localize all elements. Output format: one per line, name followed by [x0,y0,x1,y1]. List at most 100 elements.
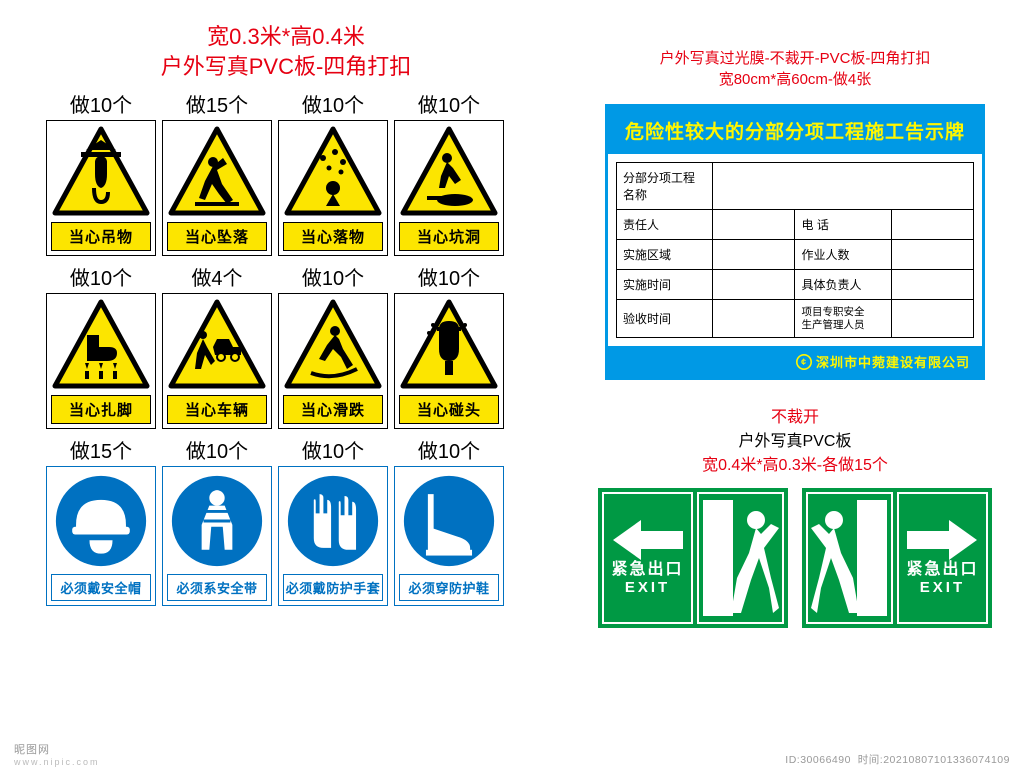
cell: 责任人 [617,210,713,240]
sign-qty: 做10个 [394,435,504,464]
warning-label: 当心车辆 [167,395,267,424]
warning-triangle-icon [167,125,267,219]
cell [891,270,973,300]
warning-sign: 当心落物 [278,120,388,256]
sign-cell: 做10个 当心碰头 [394,262,504,429]
sign-qty: 做15个 [46,435,156,464]
sign-cell: 做10个 当心吊物 [46,89,156,256]
cell [713,270,795,300]
info-board-table: 分部分项工程名称责任人 电 话实施区域 作业人数实施时间 具体负责人验收时间 项目专职安… [616,162,974,338]
sign-cell: 做10个 必须戴防护手套 [278,435,388,606]
info-board: 危险性较大的分部分项工程施工告示牌 分部分项工程名称责任人 电 话实施区域 作业人数… [605,104,985,380]
exit-right-arrow-panel: 紧急出口 EXIT [897,492,988,624]
table-row: 实施时间 具体负责人 [617,270,974,300]
cell: 具体负责人 [795,270,891,300]
warning-sign: 当心碰头 [394,293,504,429]
exit-t2: 户外写真PVC板 [595,430,995,454]
sign-cell: 做10个 必须系安全带 [162,435,272,606]
cell: 验收时间 [617,300,713,338]
cell [713,210,795,240]
info-board-footer: ¢深圳市中菀建设有限公司 [608,346,982,377]
left-title-dim: 宽0.3米*高0.4米 [46,22,526,52]
exit-cn: 紧急出口 [612,560,684,579]
arrow-left-icon [613,520,683,560]
mandatory-sign: 必须系安全带 [162,466,272,606]
warning-sign: 当心滑跌 [278,293,388,429]
cell: 电 话 [795,210,891,240]
sign-grid: 做10个 当心吊物 做15个 当心坠落 做10个 当心落物 做10个 [46,89,526,606]
watermark-id: ID:30066490 [785,754,851,766]
sign-cell: 做10个 当心扎脚 [46,262,156,429]
table-row: 分部分项工程名称 [617,163,974,210]
exit-left-figure-panel [697,492,784,624]
left-title: 宽0.3米*高0.4米 户外写真PVC板-四角打扣 [46,22,526,81]
mandatory-sign: 必须穿防护鞋 [394,466,504,606]
exit-sign-left: 紧急出口 EXIT [598,488,788,628]
cell [713,163,974,210]
warning-triangle-icon [167,298,267,392]
mandatory-label: 必须戴防护手套 [283,574,383,601]
watermark-time: 时间:20210807101336074109 [858,754,1010,766]
company-logo-icon: ¢ [796,354,812,370]
exit-en: EXIT [625,579,670,596]
sign-qty: 做10个 [162,435,272,464]
svg-text:¢: ¢ [801,357,807,367]
mandatory-label: 必须穿防护鞋 [399,574,499,601]
warning-label: 当心坠落 [167,222,267,251]
watermark-site: 昵图网 [14,744,50,756]
cell [713,240,795,270]
arrow-right-icon [907,520,977,560]
board-title-l1: 户外写真过光膜-不裁开-PVC板-四角打扣 [595,48,995,69]
watermark-url: www.nipic.com [14,757,100,767]
cell [713,300,795,338]
watermark-bottom-right: ID:30066490 时间:20210807101336074109 [785,752,1010,767]
cell: 实施区域 [617,240,713,270]
exit-t1: 不裁开 [595,406,995,430]
warning-sign: 当心坠落 [162,120,272,256]
info-board-header: 危险性较大的分部分项工程施工告示牌 [608,107,982,154]
right-panel: 户外写真过光膜-不裁开-PVC板-四角打扣 宽80cm*高60cm-做4张 危险… [595,48,995,628]
cell [891,300,973,338]
table-row: 验收时间 项目专职安全生产管理人员 [617,300,974,338]
exit-right-figure-panel [806,492,893,624]
mandatory-circle-icon [51,471,151,571]
sign-cell: 做15个 必须戴安全帽 [46,435,156,606]
mandatory-sign: 必须戴安全帽 [46,466,156,606]
warning-label: 当心落物 [283,222,383,251]
sign-cell: 做10个 当心滑跌 [278,262,388,429]
sign-qty: 做10个 [278,89,388,118]
warning-sign: 当心车辆 [162,293,272,429]
sign-qty: 做10个 [278,262,388,291]
warning-label: 当心吊物 [51,222,151,251]
mandatory-circle-icon [167,471,267,571]
table-row: 实施区域 作业人数 [617,240,974,270]
cell: 作业人数 [795,240,891,270]
mandatory-label: 必须系安全带 [167,574,267,601]
board-title: 户外写真过光膜-不裁开-PVC板-四角打扣 宽80cm*高60cm-做4张 [595,48,995,90]
exit-cn: 紧急出口 [906,560,978,579]
sign-qty: 做15个 [162,89,272,118]
sign-cell: 做10个 当心坑洞 [394,89,504,256]
sign-qty: 做10个 [46,89,156,118]
exit-sign-right: 紧急出口 EXIT [802,488,992,628]
sign-cell: 做4个 当心车辆 [162,262,272,429]
cell: 项目专职安全生产管理人员 [795,300,891,338]
left-title-desc: 户外写真PVC板-四角打扣 [46,52,526,82]
warning-label: 当心滑跌 [283,395,383,424]
warning-label: 当心坑洞 [399,222,499,251]
warning-sign: 当心坑洞 [394,120,504,256]
warning-label: 当心扎脚 [51,395,151,424]
exit-t3: 宽0.4米*高0.3米-各做15个 [595,454,995,478]
warning-triangle-icon [283,125,383,219]
running-right-icon [809,498,889,618]
sign-qty: 做4个 [162,262,272,291]
cell: 实施时间 [617,270,713,300]
mandatory-label: 必须戴安全帽 [51,574,151,601]
warning-triangle-icon [399,298,499,392]
warning-label: 当心碰头 [399,395,499,424]
cell [891,210,973,240]
sign-cell: 做10个 当心落物 [278,89,388,256]
sign-qty: 做10个 [394,89,504,118]
warning-triangle-icon [399,125,499,219]
mandatory-circle-icon [283,471,383,571]
